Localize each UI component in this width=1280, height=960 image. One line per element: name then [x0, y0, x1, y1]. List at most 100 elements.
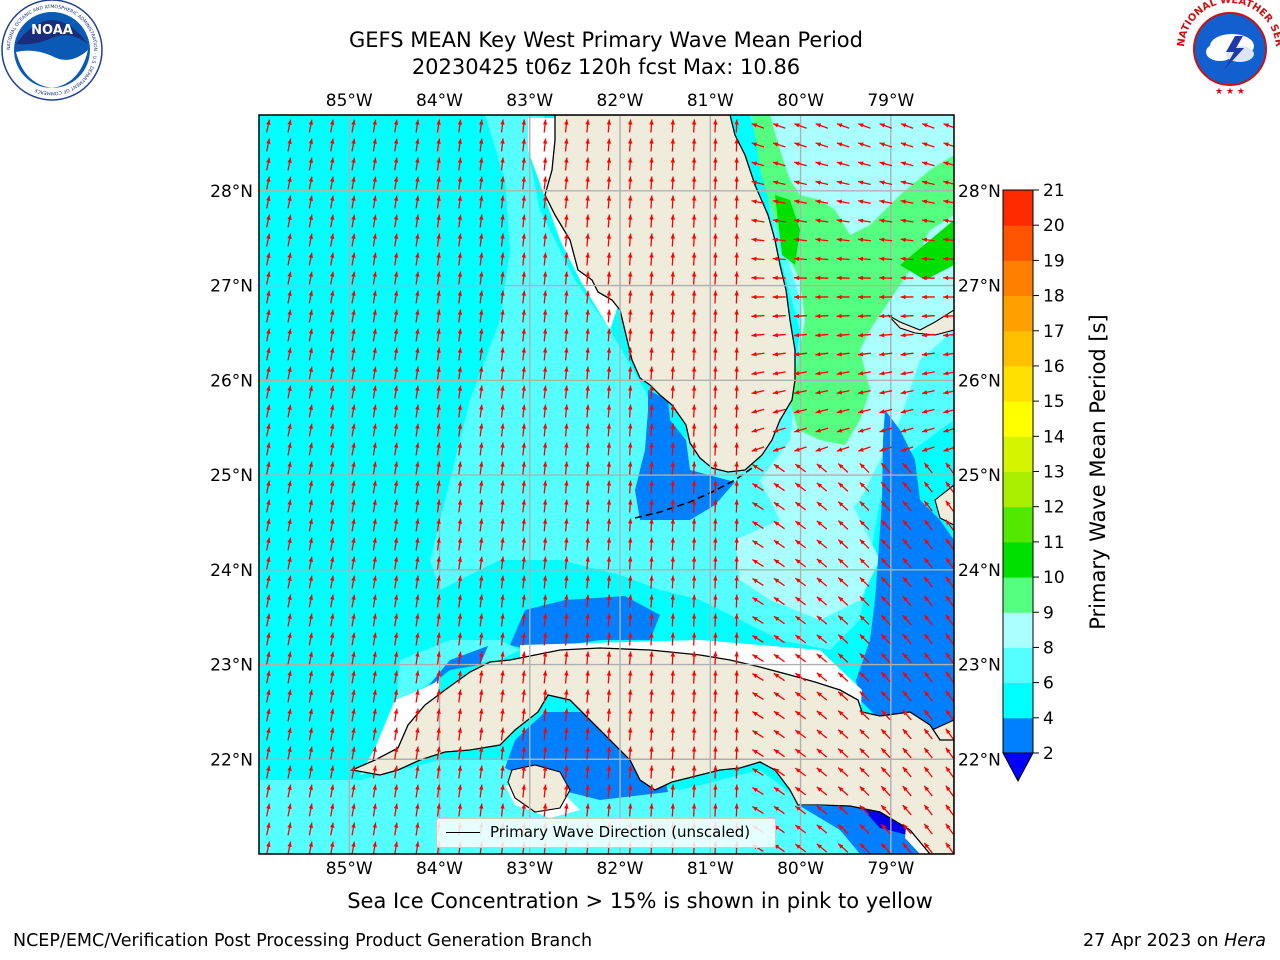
lon-tick-label: 82°W [597, 859, 644, 879]
wave-arrow [308, 689, 314, 703]
wave-arrow [415, 347, 420, 361]
wave-arrow [752, 691, 764, 701]
wave-arrow [266, 784, 271, 798]
wave-arrow [816, 824, 828, 834]
colorbar-swatch [1003, 190, 1033, 226]
wave-arrow [794, 710, 807, 720]
sea-ice-caption: Sea Ice Concentration > 15% is shown in … [347, 889, 933, 913]
wave-arrow [649, 157, 654, 171]
wave-arrow [479, 803, 484, 817]
wave-arrow [521, 328, 526, 342]
wave-arrow [691, 157, 697, 171]
wave-arrow [794, 463, 807, 473]
wave-arrow [816, 748, 828, 758]
wave-arrow [902, 709, 912, 721]
wave-arrow [372, 119, 377, 133]
wave-arrow [330, 708, 335, 722]
wave-arrow [859, 785, 870, 797]
wave-arrow [287, 138, 292, 152]
wave-arrow [500, 499, 505, 513]
wave-arrow [857, 199, 871, 204]
wave-arrow [351, 727, 356, 741]
wave-arrow [815, 237, 829, 243]
footer-credit: NCEP/EMC/Verification Post Processing Pr… [13, 931, 593, 951]
wave-arrow [879, 218, 893, 223]
wave-arrow [351, 670, 356, 684]
wave-arrow [457, 518, 463, 532]
wave-arrow [415, 556, 420, 570]
wave-arrow [752, 520, 764, 530]
wave-arrow [815, 275, 829, 281]
wave-arrow [351, 841, 356, 854]
wave-arrow [393, 119, 399, 133]
wave-arrow [393, 290, 399, 304]
wave-arrow [734, 518, 739, 532]
wave-arrow [923, 747, 933, 759]
wave-arrow [287, 803, 292, 817]
wave-arrow [859, 709, 870, 721]
wave-arrow [857, 390, 871, 395]
wave-arrow [752, 672, 764, 682]
wave-arrow [734, 499, 739, 513]
wave-arrow [500, 708, 505, 722]
wave-arrow [330, 385, 335, 399]
wave-arrow [900, 390, 914, 395]
wave-arrow [773, 786, 785, 796]
wave-arrow [815, 218, 829, 223]
wave-arrow [436, 803, 441, 817]
wave-arrow [628, 309, 633, 323]
wave-arrow [585, 176, 590, 190]
wave-arrow [900, 294, 914, 300]
wave-arrow [457, 347, 463, 361]
wave-arrow [415, 708, 420, 722]
wave-arrow [713, 670, 718, 684]
wave-arrow [649, 613, 654, 627]
wave-arrow [542, 727, 548, 741]
colorbar-tick-label: 9 [1043, 603, 1054, 623]
wave-arrow [564, 670, 569, 684]
wave-arrow [457, 784, 463, 798]
wave-arrow [521, 480, 526, 494]
wave-arrow [330, 556, 335, 570]
wave-arrow [479, 651, 484, 665]
wave-arrow [670, 385, 675, 399]
wave-arrow [500, 138, 505, 152]
wave-arrow [649, 670, 654, 684]
wave-arrow [564, 119, 569, 133]
wave-arrow [393, 670, 399, 684]
wave-arrow [879, 199, 893, 204]
wave-arrow [500, 119, 505, 133]
wave-arrow [585, 651, 590, 665]
wave-arrow [457, 670, 463, 684]
wave-arrow [713, 404, 718, 418]
wave-arrow [542, 233, 548, 247]
wave-arrow [287, 556, 292, 570]
wave-arrow [564, 556, 569, 570]
wave-arrow [266, 233, 271, 247]
wave-arrow [670, 119, 675, 133]
wave-arrow [308, 613, 314, 627]
wave-arrow [330, 233, 335, 247]
wave-arrow [542, 708, 548, 722]
wave-arrow [670, 138, 675, 152]
wave-arrow [649, 328, 654, 342]
wave-arrow [479, 632, 484, 646]
wave-arrow [436, 594, 441, 608]
wave-arrow [393, 309, 399, 323]
wave-arrow [479, 404, 484, 418]
wave-arrow [308, 746, 314, 760]
colorbar-swatch [1003, 330, 1033, 367]
wave-arrow [479, 271, 484, 285]
wave-arrow [793, 237, 808, 243]
wave-arrow [837, 786, 849, 796]
wave-arrow [902, 557, 912, 569]
wave-arrow [816, 482, 828, 492]
lat-tick-label: 25°N [210, 466, 253, 486]
wave-arrow [772, 256, 786, 262]
wave-arrow [857, 256, 871, 262]
wave-arrow [564, 803, 569, 817]
wave-arrow [734, 670, 739, 684]
wave-arrow [628, 518, 633, 532]
wave-arrow [713, 119, 718, 133]
wave-arrow [393, 765, 399, 779]
